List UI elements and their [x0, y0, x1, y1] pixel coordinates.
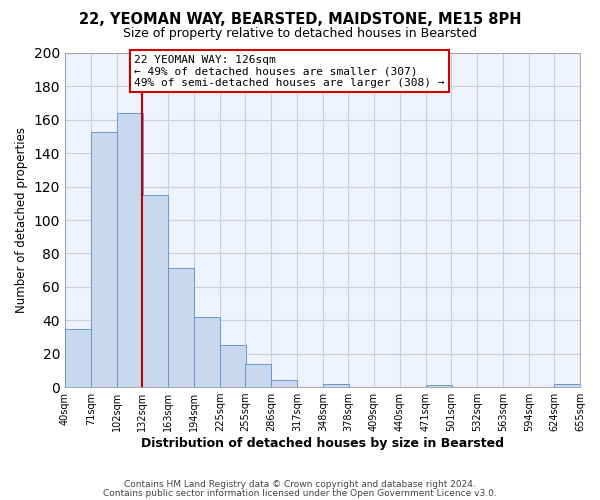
Text: 22, YEOMAN WAY, BEARSTED, MAIDSTONE, ME15 8PH: 22, YEOMAN WAY, BEARSTED, MAIDSTONE, ME1… [79, 12, 521, 28]
X-axis label: Distribution of detached houses by size in Bearsted: Distribution of detached houses by size … [141, 437, 504, 450]
Bar [426, 386, 452, 387]
Bar [245, 364, 271, 387]
Bar [168, 268, 194, 387]
Y-axis label: Number of detached properties: Number of detached properties [15, 127, 28, 313]
Bar [65, 328, 91, 387]
Bar [220, 346, 246, 387]
Bar [194, 317, 220, 387]
Text: Size of property relative to detached houses in Bearsted: Size of property relative to detached ho… [123, 28, 477, 40]
Bar [271, 380, 297, 387]
Bar [323, 384, 349, 387]
Bar [142, 195, 168, 387]
Bar [117, 113, 143, 387]
Text: Contains HM Land Registry data © Crown copyright and database right 2024.: Contains HM Land Registry data © Crown c… [124, 480, 476, 489]
Bar [91, 132, 117, 387]
Bar [554, 384, 580, 387]
Text: Contains public sector information licensed under the Open Government Licence v3: Contains public sector information licen… [103, 489, 497, 498]
Text: 22 YEOMAN WAY: 126sqm
← 49% of detached houses are smaller (307)
49% of semi-det: 22 YEOMAN WAY: 126sqm ← 49% of detached … [134, 54, 445, 88]
